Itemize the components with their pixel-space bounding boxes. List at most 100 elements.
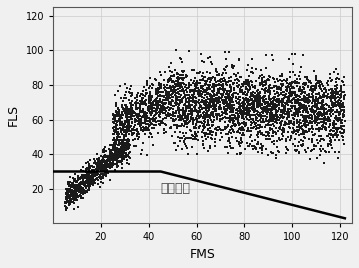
Point — [224, 91, 230, 95]
Point — [305, 78, 311, 82]
Point — [297, 106, 302, 110]
Point — [258, 132, 264, 136]
Point — [298, 103, 304, 107]
Point — [227, 144, 233, 148]
Point — [311, 111, 317, 116]
Point — [318, 137, 324, 142]
Point — [213, 84, 219, 88]
Point — [188, 116, 194, 120]
Point — [168, 84, 173, 89]
Point — [323, 150, 328, 154]
Point — [191, 68, 197, 72]
Point — [281, 127, 287, 132]
Point — [95, 168, 101, 172]
Point — [161, 102, 167, 106]
Point — [149, 125, 155, 130]
Point — [67, 193, 73, 198]
Point — [70, 191, 75, 195]
Point — [141, 128, 146, 132]
Point — [78, 184, 84, 189]
Point — [239, 109, 245, 113]
Point — [192, 82, 198, 86]
Point — [297, 108, 302, 112]
Point — [204, 131, 209, 135]
Point — [228, 83, 233, 87]
Point — [118, 142, 124, 146]
Point — [65, 191, 71, 195]
Point — [226, 79, 232, 83]
Point — [253, 146, 258, 150]
Point — [187, 99, 193, 103]
Point — [119, 116, 125, 120]
Point — [141, 110, 147, 114]
Point — [243, 97, 248, 101]
Point — [137, 94, 143, 98]
Point — [160, 106, 166, 110]
Point — [177, 76, 183, 80]
Point — [236, 57, 242, 62]
Point — [245, 108, 251, 112]
Point — [123, 152, 129, 156]
Point — [220, 79, 225, 83]
Point — [185, 95, 191, 100]
Point — [181, 113, 187, 118]
Point — [128, 124, 134, 128]
Point — [130, 99, 135, 103]
Point — [223, 97, 228, 101]
Point — [267, 83, 273, 87]
Point — [332, 150, 338, 155]
Point — [102, 165, 107, 169]
Point — [178, 100, 183, 104]
Point — [324, 110, 330, 114]
Point — [286, 96, 292, 100]
Point — [241, 100, 246, 104]
Point — [229, 103, 235, 107]
Point — [185, 90, 190, 94]
Point — [271, 139, 276, 143]
Point — [229, 63, 234, 67]
Point — [184, 93, 190, 97]
Point — [210, 110, 215, 114]
Point — [265, 107, 271, 112]
Point — [220, 98, 226, 102]
Point — [189, 93, 195, 97]
Point — [73, 180, 79, 184]
Point — [229, 100, 235, 105]
Point — [267, 97, 272, 101]
Point — [294, 92, 300, 97]
Point — [275, 109, 281, 113]
Point — [180, 106, 186, 110]
Point — [173, 88, 179, 92]
Point — [222, 110, 228, 115]
Point — [244, 98, 250, 102]
Point — [167, 106, 173, 110]
Point — [140, 89, 145, 93]
Point — [293, 108, 299, 113]
Point — [289, 130, 295, 135]
Point — [272, 102, 278, 106]
Point — [254, 109, 260, 114]
Point — [116, 155, 121, 159]
Point — [151, 126, 157, 130]
Point — [334, 117, 339, 121]
Point — [164, 94, 170, 98]
Point — [169, 79, 174, 84]
Point — [78, 180, 84, 184]
Point — [231, 91, 237, 95]
Point — [196, 109, 202, 113]
Point — [249, 96, 255, 101]
Point — [216, 73, 222, 78]
Point — [275, 129, 280, 133]
Point — [324, 134, 330, 138]
Point — [123, 96, 129, 100]
Point — [74, 180, 80, 184]
Point — [262, 88, 268, 92]
Point — [227, 105, 233, 109]
Point — [192, 135, 198, 139]
Point — [268, 110, 274, 114]
Point — [325, 116, 331, 120]
Point — [313, 127, 318, 131]
Point — [177, 86, 182, 91]
Point — [190, 99, 196, 103]
Point — [210, 111, 216, 116]
